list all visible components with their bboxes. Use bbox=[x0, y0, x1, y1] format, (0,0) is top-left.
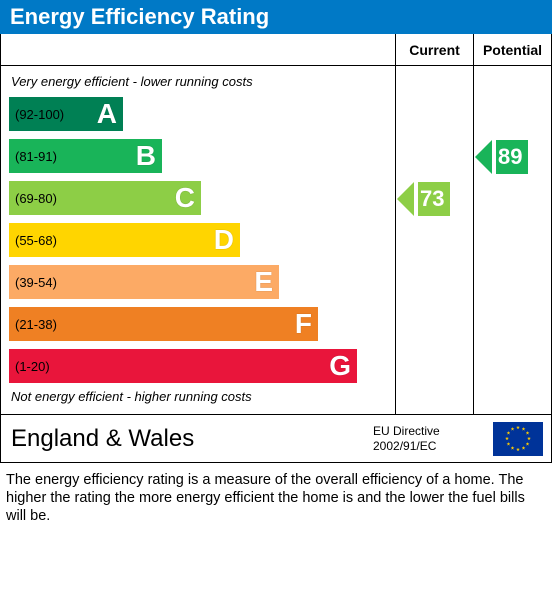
rating-value-potential: 89 bbox=[496, 140, 528, 174]
title-text: Energy Efficiency Rating bbox=[10, 4, 269, 29]
band-letter-a: A bbox=[97, 97, 117, 131]
band-bar-a: (92-100) A bbox=[9, 97, 123, 131]
epc-container: Energy Efficiency Rating Current Potenti… bbox=[0, 0, 552, 529]
col-potential-header: Potential bbox=[473, 34, 551, 65]
band-range-g: (1-20) bbox=[15, 359, 50, 374]
meta-bottom: Not energy efficient - higher running co… bbox=[9, 387, 395, 408]
meta-top: Very energy efficient - lower running co… bbox=[9, 72, 395, 93]
band-bar-c: (69-80) C bbox=[9, 181, 201, 215]
col-current: 73 bbox=[395, 66, 473, 414]
eu-star-icon bbox=[526, 431, 530, 435]
band-bar-d: (55-68) D bbox=[9, 223, 240, 257]
eu-star-icon bbox=[506, 442, 510, 446]
rating-arrow-current: 73 bbox=[414, 182, 458, 216]
title-bar: Energy Efficiency Rating bbox=[0, 0, 552, 34]
band-row-g: (1-20) G bbox=[9, 345, 395, 387]
band-area: Very energy efficient - lower running co… bbox=[1, 66, 395, 414]
chart-wrapper: Current Potential Very energy efficient … bbox=[0, 34, 552, 463]
eu-star-icon bbox=[511, 446, 515, 450]
band-range-f: (21-38) bbox=[15, 317, 57, 332]
band-letter-f: F bbox=[295, 307, 312, 341]
rating-arrow-potential: 89 bbox=[492, 140, 536, 174]
band-letter-d: D bbox=[214, 223, 234, 257]
eu-star-icon bbox=[511, 427, 515, 431]
band-bar-b: (81-91) B bbox=[9, 139, 162, 173]
footer-directive: EU Directive 2002/91/EC bbox=[373, 424, 493, 453]
eu-star-icon bbox=[522, 446, 526, 450]
band-row-e: (39-54) E bbox=[9, 261, 395, 303]
eu-star-icon bbox=[505, 437, 509, 441]
band-bar-e: (39-54) E bbox=[9, 265, 279, 299]
band-range-d: (55-68) bbox=[15, 233, 57, 248]
eu-flag-icon bbox=[493, 422, 543, 456]
eu-star-icon bbox=[506, 431, 510, 435]
band-row-f: (21-38) F bbox=[9, 303, 395, 345]
band-bar-f: (21-38) F bbox=[9, 307, 318, 341]
band-range-a: (92-100) bbox=[15, 107, 64, 122]
directive-line1: EU Directive bbox=[373, 424, 493, 438]
eu-star-icon bbox=[516, 448, 520, 452]
band-range-b: (81-91) bbox=[15, 149, 57, 164]
col-potential: 89 bbox=[473, 66, 551, 414]
footer-flag bbox=[493, 422, 551, 456]
band-row-c: (69-80) C bbox=[9, 177, 395, 219]
col-current-header: Current bbox=[395, 34, 473, 65]
band-row-a: (92-100) A bbox=[9, 93, 395, 135]
band-row-d: (55-68) D bbox=[9, 219, 395, 261]
band-letter-b: B bbox=[136, 139, 156, 173]
band-letter-c: C bbox=[175, 181, 195, 215]
band-range-c: (69-80) bbox=[15, 191, 57, 206]
directive-line2: 2002/91/EC bbox=[373, 439, 493, 453]
band-bar-g: (1-20) G bbox=[9, 349, 357, 383]
chart-body: Very energy efficient - lower running co… bbox=[1, 66, 551, 414]
eu-star-icon bbox=[516, 426, 520, 430]
footer-row: England & Wales EU Directive 2002/91/EC bbox=[1, 414, 551, 462]
eu-star-icon bbox=[526, 442, 530, 446]
eu-star-icon bbox=[527, 437, 531, 441]
description-text: The energy efficiency rating is a measur… bbox=[0, 463, 552, 529]
band-range-e: (39-54) bbox=[15, 275, 57, 290]
footer-region: England & Wales bbox=[1, 425, 373, 453]
chart-header: Current Potential bbox=[1, 34, 551, 66]
rating-value-current: 73 bbox=[418, 182, 450, 216]
eu-star-icon bbox=[522, 427, 526, 431]
band-row-b: (81-91) B bbox=[9, 135, 395, 177]
header-spacer bbox=[1, 34, 395, 65]
band-letter-e: E bbox=[254, 265, 273, 299]
band-letter-g: G bbox=[329, 349, 351, 383]
